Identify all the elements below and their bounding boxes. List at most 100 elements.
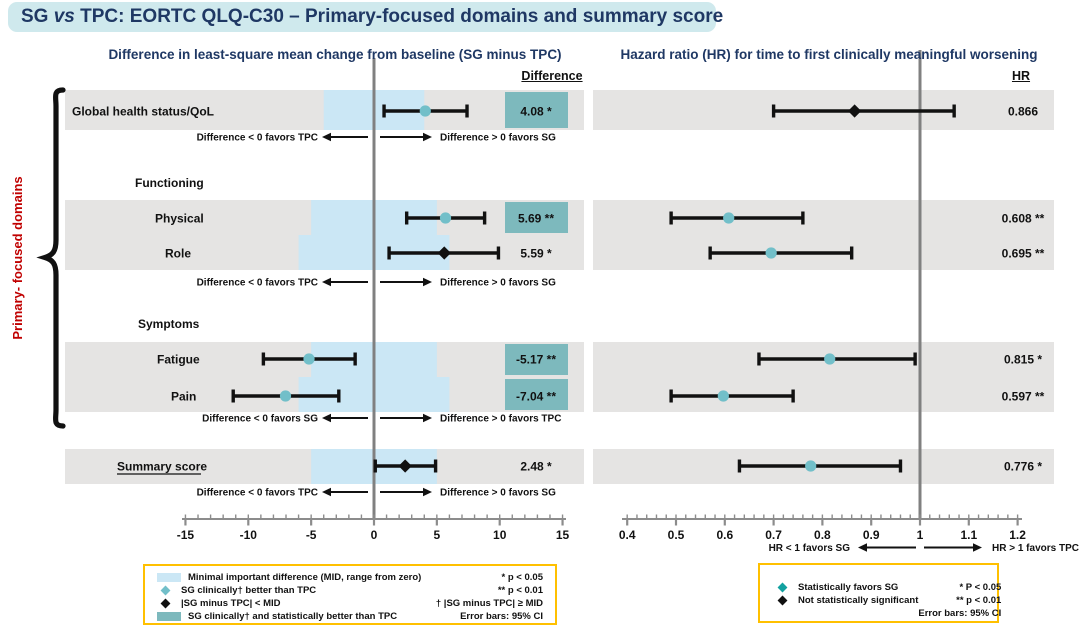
left-panel-header: Difference in least-square mean change f…	[108, 47, 562, 62]
legend-note: ** p < 0.01	[497, 585, 543, 596]
hr-value: 0.608 **	[1002, 212, 1045, 226]
hr-value: 0.776 *	[1004, 460, 1042, 474]
legend-note: * P < 0.05	[959, 582, 1002, 593]
right-legend-box: Statistically favors SG Not statisticall…	[758, 563, 1002, 623]
black-diamond-icon	[777, 595, 788, 606]
teal-diamond-icon	[160, 585, 171, 596]
difference-value: 4.08 *	[520, 105, 552, 119]
row-label: Fatigue	[157, 353, 200, 367]
teal-point-marker	[765, 247, 777, 259]
black-diamond-marker	[437, 246, 451, 260]
legend-item-teal-marker: SG clinically† better than TPC	[157, 584, 421, 597]
legend-note: Error bars: 95% CI	[460, 611, 543, 622]
arrow-head	[423, 487, 432, 497]
direction-label-right: Difference > 0 favors TPC	[440, 414, 561, 425]
black-diamond-marker	[848, 104, 862, 118]
left-legend-notes: * p < 0.05 ** p < 0.01 † |SG minus TPC| …	[435, 571, 543, 622]
title-prefix: SG	[21, 6, 54, 27]
axis-tick-label: 0.6	[716, 528, 733, 542]
black-diamond-marker	[398, 459, 412, 473]
direction-label-right: Difference > 0 favors SG	[440, 278, 556, 289]
legend-item-teal-cell: SG clinically† and statistically better …	[157, 610, 421, 623]
section-label-functioning: Functioning	[135, 176, 204, 190]
arrow-head	[322, 132, 331, 142]
legend-label: Statistically favors SG	[798, 582, 899, 593]
direction-label-left: Difference < 0 favors SG	[202, 414, 318, 425]
title-vs: vs	[53, 6, 75, 27]
difference-value: 5.69 **	[518, 212, 554, 226]
highlight-cell	[505, 379, 568, 410]
row-band	[593, 200, 1054, 270]
legend-item-black-marker: Not statistically significant	[774, 594, 918, 607]
highlight-cell	[505, 202, 568, 233]
direction-label-left: Difference < 0 favors TPC	[197, 133, 318, 144]
teal-point-marker	[723, 212, 735, 224]
direction-label-left: Difference < 0 favors TPC	[197, 488, 318, 499]
domain-bracket	[36, 87, 66, 429]
highlight-cell	[505, 92, 568, 128]
teal-point-marker	[279, 390, 292, 402]
row-band	[593, 342, 1054, 412]
legend-note: † |SG minus TPC| ≥ MID	[435, 598, 543, 609]
teal-point-marker	[717, 390, 729, 402]
hr-favors-right-label: HR > 1 favors TPC	[992, 543, 1079, 554]
row-label: Global health status/QoL	[72, 105, 214, 119]
legend-item-teal-marker: Statistically favors SG	[774, 581, 918, 594]
axis-tick-label: 0.4	[619, 528, 636, 542]
arrow-head	[423, 413, 432, 423]
axis-tick-label: 0.8	[814, 528, 831, 542]
axis-tick-label: 0	[371, 528, 378, 542]
axis-tick-label: -5	[306, 528, 317, 542]
section-label-symptoms: Symptoms	[138, 317, 200, 331]
black-diamond-icon	[160, 598, 171, 609]
legend-label: Not statistically significant	[798, 595, 919, 606]
teal-point-marker	[439, 212, 452, 224]
axis-tick-label: -15	[177, 528, 195, 542]
primary-domains-side-label: Primary- focused domains	[10, 176, 25, 340]
legend-label: |SG minus TPC| < MID	[181, 598, 281, 609]
axis-tick-label: 1.2	[1009, 528, 1026, 542]
row-label: Pain	[171, 390, 196, 404]
axis-tick-label: 0.5	[668, 528, 685, 542]
legend-item-black-marker: |SG minus TPC| < MID	[157, 597, 421, 610]
hr-value: 0.597 **	[1002, 390, 1045, 404]
arrow-head	[322, 487, 331, 497]
difference-value: 2.48 *	[520, 460, 552, 474]
legend-note: * p < 0.05	[501, 572, 543, 583]
axis-tick-label: 15	[556, 528, 570, 542]
left-legend-box: Minimal important difference (MID, range…	[143, 564, 557, 625]
row-label: Physical	[155, 212, 204, 226]
right-legend-items: Statistically favors SG Not statisticall…	[774, 581, 918, 617]
mid-band-swatch	[157, 573, 181, 582]
arrow-head	[858, 543, 867, 552]
teal-diamond-icon	[777, 582, 788, 593]
arrow-head	[423, 277, 432, 287]
row-label: Role	[165, 247, 191, 261]
hr-value: 0.695 **	[1002, 247, 1045, 261]
difference-value: -7.04 **	[516, 390, 556, 404]
teal-point-marker	[419, 105, 431, 117]
axis-tick-label: 1.1	[960, 528, 977, 542]
teal-point-marker	[805, 460, 817, 472]
legend-item-mid: Minimal important difference (MID, range…	[157, 571, 421, 584]
legend-note: ** p < 0.01	[956, 595, 1002, 606]
title-rest: TPC: EORTC QLQ-C30 – Primary-focused dom…	[74, 6, 724, 27]
row-label: Summary score	[117, 460, 207, 474]
legend-label: Minimal important difference (MID, range…	[188, 572, 422, 583]
teal-point-marker	[824, 353, 836, 365]
legend-label: SG clinically† better than TPC	[181, 585, 317, 596]
axis-tick-label: 0.9	[863, 528, 880, 542]
teal-point-marker	[303, 353, 315, 365]
figure-title: SG vs TPC: EORTC QLQ-C30 – Primary-focus…	[8, 2, 723, 32]
direction-label-left: Difference < 0 favors TPC	[197, 278, 318, 289]
hr-column-header: HR	[1011, 69, 1031, 83]
arrow-head	[322, 413, 331, 423]
axis-tick-label: 1	[917, 528, 924, 542]
legend-note: Error bars: 95% CI	[918, 608, 1002, 619]
arrow-head	[423, 132, 432, 142]
hr-value: 0.866	[1008, 105, 1038, 119]
direction-label-right: Difference > 0 favors SG	[440, 133, 556, 144]
axis-tick-label: 0.7	[765, 528, 782, 542]
